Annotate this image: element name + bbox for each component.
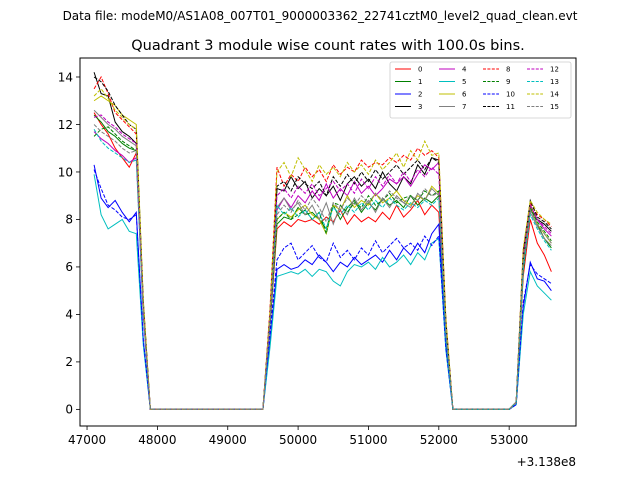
x-tick-label: 50000 xyxy=(279,433,317,447)
legend-label-10: 10 xyxy=(506,91,515,99)
x-tick-label: 53000 xyxy=(490,433,528,447)
series-line-15 xyxy=(93,124,552,410)
y-tick-label: 8 xyxy=(65,213,73,227)
y-tick-label: 10 xyxy=(58,165,73,179)
legend-label-12: 12 xyxy=(550,66,559,74)
legend-label-5: 5 xyxy=(462,78,466,86)
legend-label-4: 4 xyxy=(462,66,467,74)
x-tick-label: 51000 xyxy=(349,433,387,447)
x-tick-label: 52000 xyxy=(420,433,458,447)
y-tick-label: 0 xyxy=(65,403,73,417)
legend-label-3: 3 xyxy=(418,103,422,111)
x-tick-label: 47000 xyxy=(68,433,106,447)
legend-box xyxy=(389,61,572,119)
y-tick-label: 14 xyxy=(58,70,73,84)
legend-label-14: 14 xyxy=(550,91,559,99)
x-tick-label: 49000 xyxy=(209,433,247,447)
legend-label-6: 6 xyxy=(462,91,467,99)
legend-label-9: 9 xyxy=(506,78,510,86)
y-tick-label: 12 xyxy=(58,118,73,132)
y-tick-label: 4 xyxy=(65,308,73,322)
legend-label-0: 0 xyxy=(418,66,422,74)
y-axis: 0 2 4 6 8 10 12 14 xyxy=(58,70,80,417)
legend-label-2: 2 xyxy=(418,91,422,99)
legend-label-7: 7 xyxy=(462,103,466,111)
legend-label-11: 11 xyxy=(506,103,515,111)
plot-area xyxy=(79,57,577,427)
series-line-9 xyxy=(93,126,552,410)
series-layer xyxy=(93,72,552,410)
legend-label-8: 8 xyxy=(506,66,510,74)
axes-frame xyxy=(79,57,577,427)
legend-label-1: 1 xyxy=(418,78,422,86)
legend-label-15: 15 xyxy=(550,103,559,111)
y-tick-label: 2 xyxy=(65,355,73,369)
y-tick-label: 6 xyxy=(65,260,73,274)
x-tick-label: 48000 xyxy=(138,433,176,447)
x-offset-label: +3.138e8 xyxy=(517,455,576,469)
chart-title: Quadrant 3 module wise count rates with … xyxy=(131,38,525,54)
legend-label-13: 13 xyxy=(550,78,559,86)
x-axis: 47000 48000 49000 50000 51000 52000 53000 xyxy=(68,426,528,447)
suptitle: Data file: modeM0/AS1A08_007T01_90000033… xyxy=(63,9,578,23)
